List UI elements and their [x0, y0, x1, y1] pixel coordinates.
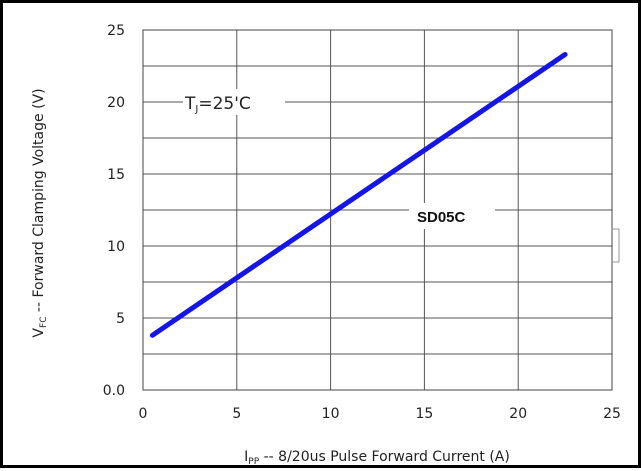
y-tick-label: 0.0 — [103, 383, 125, 399]
y-tick-label: 20 — [107, 95, 125, 111]
temperature-label-bg — [183, 89, 285, 115]
series-line-sd05c — [149, 51, 568, 338]
x-tick-label: 25 — [603, 406, 621, 422]
grid — [142, 29, 613, 391]
x-tick-label: 5 — [232, 406, 241, 422]
y-tick-label: 15 — [107, 167, 125, 183]
x-tick-label: 10 — [322, 406, 340, 422]
series-label-bg — [409, 203, 495, 229]
y-tick-label: 25 — [107, 23, 125, 39]
frame-bracket — [612, 228, 620, 263]
chart-svg: 0 5 10 15 20 25 0.0 5 10 15 20 25 VFC -- Forward Cl… — [31, 23, 621, 467]
y-axis-title: VFC -- Forward Clamping Voltage (V) — [31, 88, 49, 337]
x-axis-title: IPP -- 8/20us Pulse Forward Current (A) — [244, 449, 510, 467]
y-tick-label: 5 — [116, 311, 125, 327]
x-tick-label: 0 — [139, 406, 148, 422]
plot-border — [142, 29, 613, 391]
y-tick-label: 10 — [107, 239, 125, 255]
x-tick-label: 20 — [509, 406, 527, 422]
temperature-label: TJ=25'C — [184, 94, 251, 115]
x-tick-label: 15 — [415, 406, 433, 422]
tick-labels: 0 5 10 15 20 25 0.0 5 10 15 20 25 — [103, 23, 621, 422]
series-label-sd05c: SD05C — [417, 209, 466, 226]
series-group — [149, 51, 568, 338]
